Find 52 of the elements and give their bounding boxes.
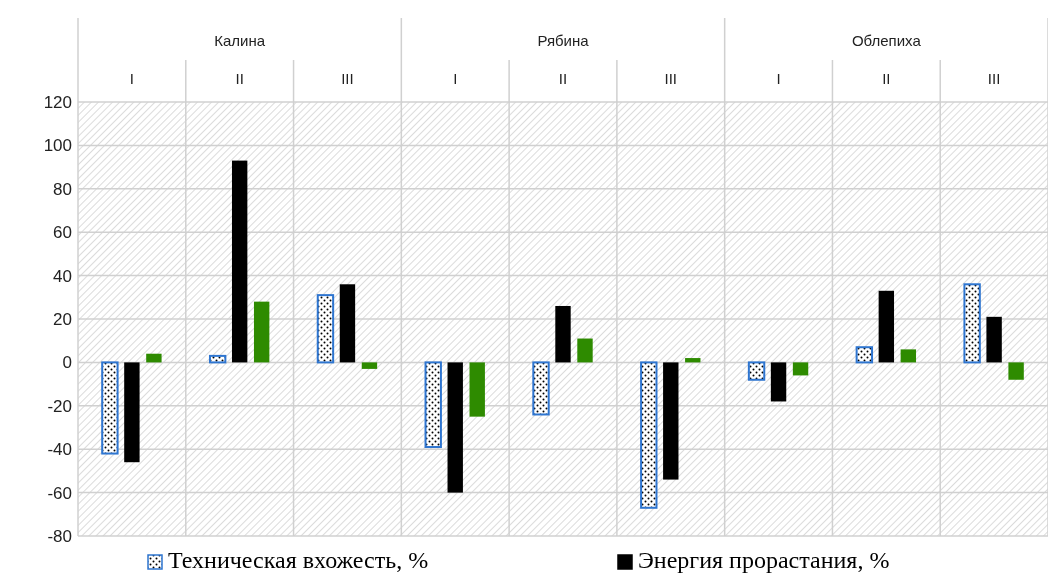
bar: [361, 362, 378, 369]
y-tick-label: -60: [47, 483, 72, 503]
bar: [577, 338, 593, 363]
x-tick-label: I: [453, 70, 458, 87]
y-tick-label: 40: [53, 266, 72, 286]
bar: [855, 346, 874, 364]
bar: [640, 361, 658, 509]
x-tick-label: II: [235, 70, 244, 87]
text: Облепиха: [851, 32, 922, 49]
bar: [792, 362, 809, 376]
bar: [663, 362, 679, 480]
bar: [101, 361, 119, 455]
x-tick-label: III: [664, 70, 678, 87]
legend-label: Энергия прорастания, %: [638, 547, 890, 573]
y-tick-label: 60: [53, 223, 72, 243]
bar: [208, 354, 227, 364]
bar: [146, 353, 162, 363]
bar: [685, 358, 701, 363]
y-tick-label: -20: [47, 396, 72, 416]
bar: [900, 349, 917, 363]
bar: [770, 362, 787, 402]
y-tick-label: -80: [47, 526, 72, 546]
bar: [447, 362, 463, 493]
y-tick-label: 100: [43, 136, 72, 156]
bar: [555, 305, 571, 363]
x-tick-label: III: [341, 70, 354, 87]
bar: [424, 361, 442, 449]
legend-label: Техническая вхожесть, %: [168, 547, 429, 573]
x-tick-label: III: [987, 70, 1001, 87]
bar: [469, 362, 485, 417]
y-tick-label: 120: [43, 92, 72, 112]
bar: [339, 284, 356, 363]
bar: [986, 316, 1002, 363]
text: Калина: [214, 32, 266, 49]
bar: [747, 361, 766, 381]
y-tick-label: 80: [53, 179, 72, 199]
text: Рябина: [537, 32, 590, 49]
bar: [124, 362, 140, 463]
x-tick-label: II: [558, 70, 568, 87]
bar: [878, 290, 895, 363]
y-tick-label: 20: [53, 309, 72, 329]
bar: [231, 160, 248, 363]
bar: [532, 361, 550, 416]
x-tick-label: I: [776, 70, 781, 87]
y-tick-label: 0: [62, 353, 72, 373]
x-tick-label: II: [882, 70, 891, 87]
bar: [1008, 362, 1024, 380]
x-tick-label: I: [129, 70, 134, 87]
bar: [253, 301, 270, 363]
y-tick-label: -40: [47, 440, 72, 460]
bar: [316, 294, 335, 364]
bar: [963, 283, 981, 364]
